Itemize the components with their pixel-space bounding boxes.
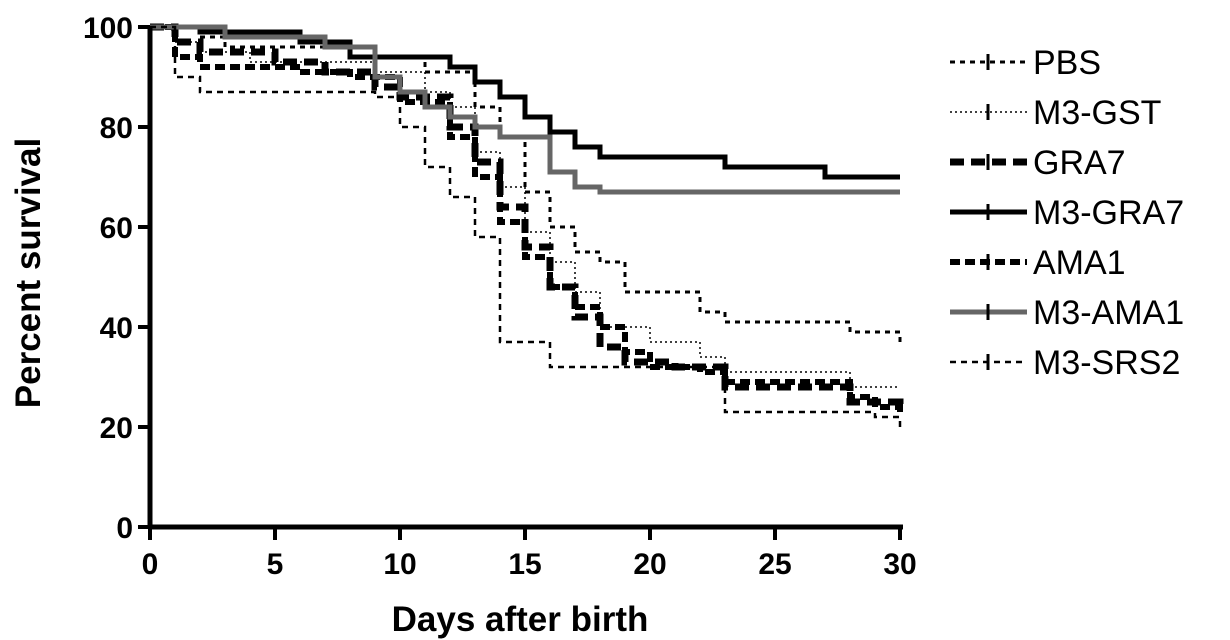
y-tick-label: 40 [100, 312, 133, 345]
x-tick-label: 10 [383, 548, 416, 581]
y-tick-label: 0 [116, 512, 133, 545]
x-tick-label: 20 [633, 548, 666, 581]
series-line-m3-srs2 [150, 25, 902, 427]
y-axis-title: Percent survival [9, 138, 48, 408]
legend-label: M3-AMA1 [1033, 294, 1184, 332]
x-tick-label: 0 [142, 548, 159, 581]
legend: PBS M3-GST GRA7 M3-GRA7 AMA1 M3-AMA1 M3-SRS2 [950, 44, 1184, 382]
legend-label: PBS [1033, 44, 1101, 82]
legend-label: GRA7 [1033, 144, 1126, 182]
legend-label: M3-GST [1033, 94, 1161, 132]
series-line-m3-gst [150, 26, 900, 388]
y-tick-label: 20 [100, 412, 133, 445]
legend-label: M3-GRA7 [1033, 194, 1184, 232]
legend-label: AMA1 [1033, 244, 1126, 282]
x-tick-label: 5 [267, 548, 284, 581]
x-tick-label: 30 [883, 548, 916, 581]
series-line-m3-gra7 [150, 24, 900, 180]
axes: 0 20 40 60 80 100 0 5 10 15 20 25 30 [83, 12, 917, 581]
y-tick-label: 80 [100, 112, 133, 145]
y-tick-label: 100 [83, 12, 133, 45]
series-line-ama1 [150, 24, 903, 417]
x-tick-label: 25 [758, 548, 791, 581]
series-line-m3-ama1 [150, 24, 900, 195]
y-tick-label: 60 [100, 212, 133, 245]
x-tick-label: 15 [508, 548, 541, 581]
plot-area [150, 23, 904, 427]
legend-label: M3-SRS2 [1033, 344, 1180, 382]
x-axis-title: Days after birth [392, 600, 649, 639]
